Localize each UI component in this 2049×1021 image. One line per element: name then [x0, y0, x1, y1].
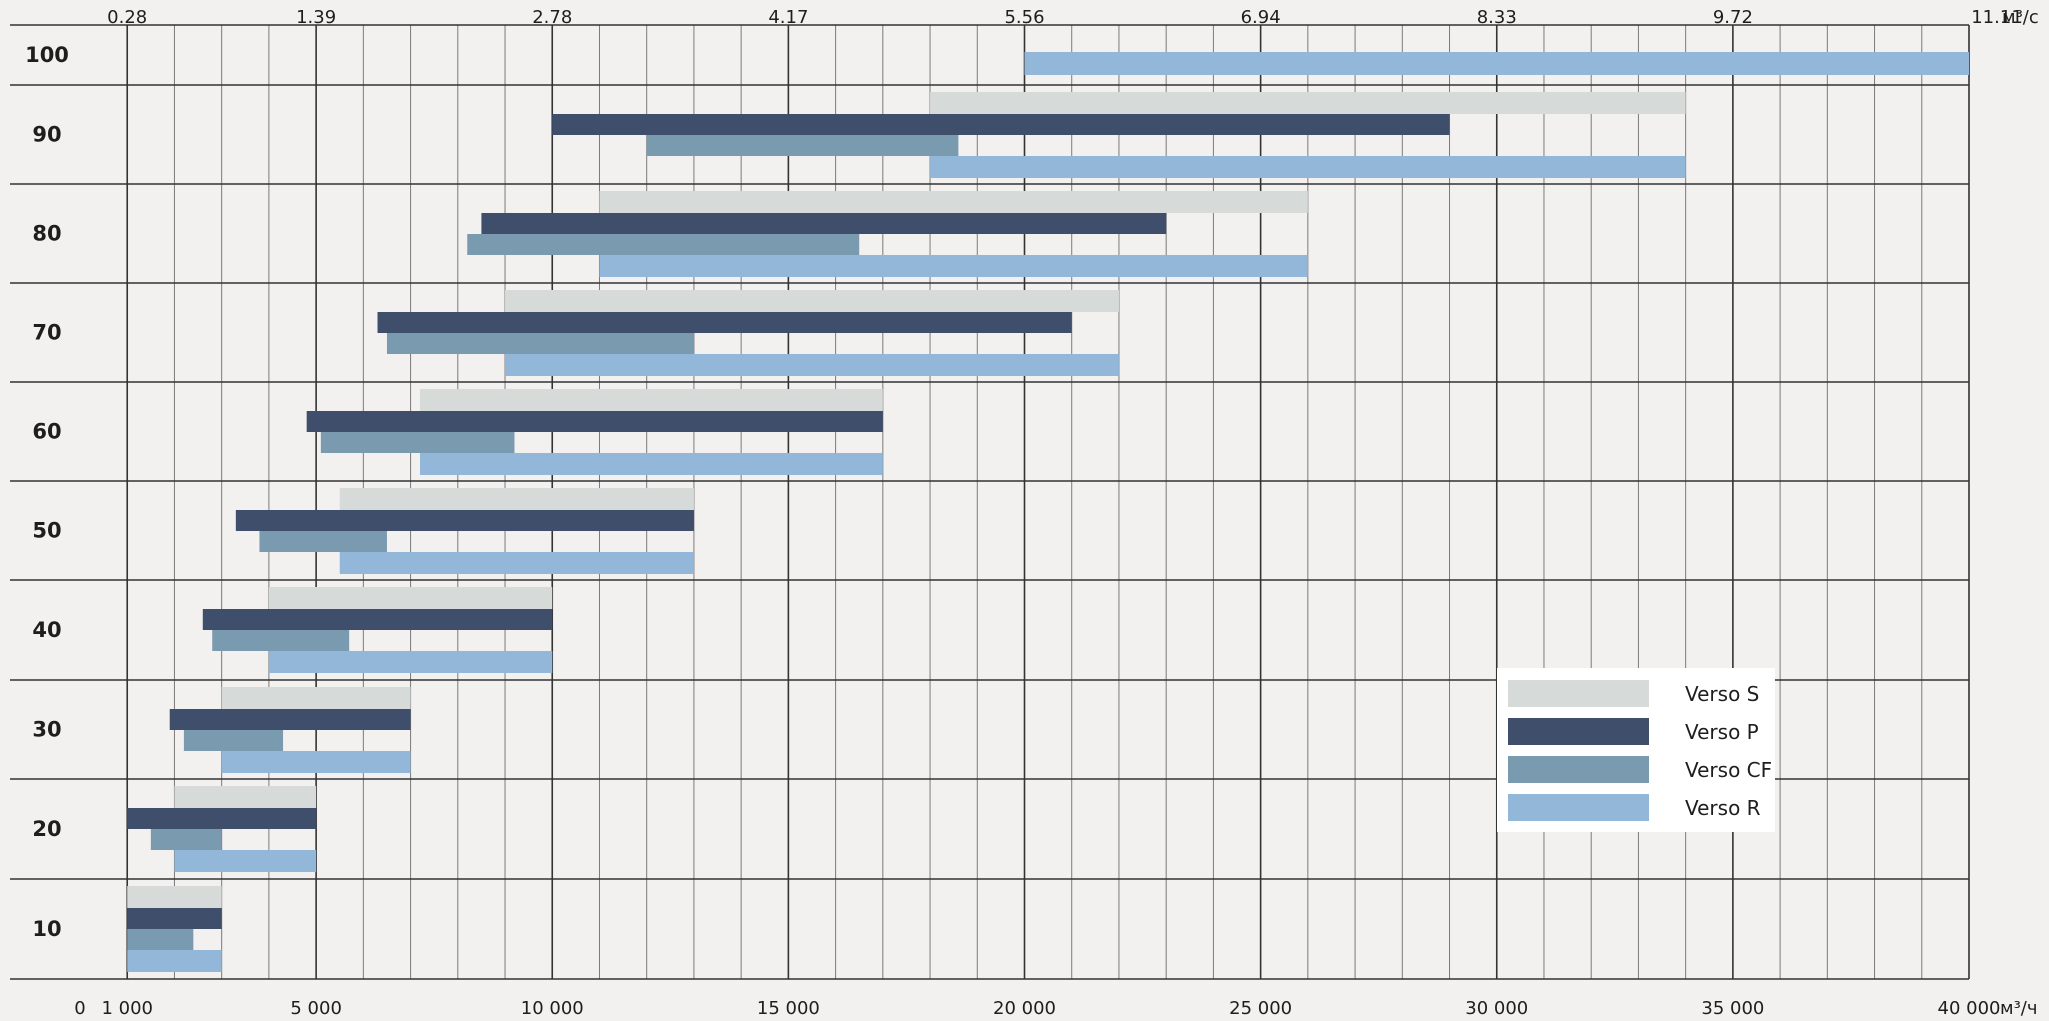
- bottom-axis-unit: м³/ч: [2000, 998, 2038, 1019]
- bar-verso-s-40: [268, 587, 553, 609]
- top-tick-label: 0.28: [107, 7, 147, 28]
- bar-verso-cf-40: [212, 630, 350, 651]
- bar-verso-p-90: [552, 114, 1450, 135]
- bar-verso-s-20: [174, 786, 317, 808]
- row-label-50: 50: [32, 519, 61, 543]
- legend-swatch: [1508, 794, 1649, 821]
- bottom-tick-label: 25 000: [1229, 998, 1292, 1019]
- bottom-tick-label: 30 000: [1465, 998, 1528, 1019]
- top-tick-label: 11.11: [1971, 7, 2023, 28]
- row-label-70: 70: [32, 321, 61, 345]
- bar-verso-r-80: [599, 255, 1308, 277]
- bar-verso-r-70: [505, 354, 1119, 376]
- bar-verso-r-10: [127, 950, 222, 972]
- top-tick-label: 2.78: [532, 7, 572, 28]
- row-label-30: 30: [32, 718, 61, 742]
- legend-swatch: [1508, 718, 1649, 745]
- bar-verso-s-60: [420, 389, 883, 411]
- bar-verso-cf-90: [646, 135, 959, 156]
- row-label-90: 90: [32, 123, 61, 147]
- bar-verso-r-20: [174, 850, 317, 872]
- bottom-tick-label: 0: [74, 998, 85, 1019]
- row-label-100: 100: [25, 43, 69, 67]
- bar-verso-r-100: [1024, 52, 1969, 75]
- legend-swatch: [1508, 756, 1649, 783]
- bottom-tick-label: 20 000: [993, 998, 1056, 1019]
- top-tick-label: 8.33: [1477, 7, 1517, 28]
- bar-verso-p-70: [377, 312, 1072, 333]
- bottom-tick-label: 1 000: [101, 998, 153, 1019]
- legend-label: Verso R: [1685, 796, 1761, 820]
- bar-verso-cf-20: [150, 829, 222, 850]
- bar-verso-r-60: [420, 453, 883, 475]
- bottom-axis: 0 1 000 5 000 10 000 15 000 20 000 25 000 30 00…: [74, 998, 2037, 1019]
- top-axis: 0.28 1.39 2.78 4.17 5.56 6.94 8.33 9.72 11.11м³/…: [107, 7, 2039, 28]
- bar-verso-r-40: [268, 651, 553, 673]
- row-label-20: 20: [32, 817, 61, 841]
- bottom-tick-label: 35 000: [1701, 998, 1764, 1019]
- bar-verso-s-50: [339, 488, 694, 510]
- top-tick-label: 4.17: [768, 7, 808, 28]
- top-axis-unit: м³/с: [2002, 7, 2039, 28]
- legend-label: Verso P: [1685, 720, 1759, 744]
- bars: [127, 52, 1969, 972]
- bottom-tick-label: 5 000: [290, 998, 342, 1019]
- bar-verso-r-30: [221, 751, 411, 773]
- legend: Verso S Verso P Verso CF Verso R: [1497, 668, 1775, 832]
- top-tick-label: 6.94: [1241, 7, 1281, 28]
- bar-verso-cf-10: [127, 929, 194, 950]
- bar-verso-s-30: [221, 687, 411, 709]
- row-labels: 100 90 80 70 60 50 40 30 20 10: [25, 43, 69, 941]
- bar-verso-p-10: [127, 908, 222, 929]
- bar-verso-cf-60: [320, 432, 515, 453]
- top-tick-label: 9.72: [1713, 7, 1753, 28]
- bar-verso-p-60: [306, 411, 883, 432]
- top-tick-label: 5.56: [1004, 7, 1044, 28]
- row-label-40: 40: [32, 618, 61, 642]
- bottom-tick-label: 15 000: [757, 998, 820, 1019]
- bottom-tick-label: 10 000: [521, 998, 584, 1019]
- bar-verso-r-50: [339, 552, 694, 574]
- bar-verso-p-30: [169, 709, 411, 730]
- bar-verso-s-90: [930, 92, 1686, 114]
- legend-swatch: [1508, 680, 1649, 707]
- legend-label: Verso S: [1685, 682, 1759, 706]
- bar-verso-p-50: [235, 510, 694, 531]
- bar-verso-p-80: [481, 213, 1167, 234]
- row-label-60: 60: [32, 420, 61, 444]
- bar-verso-cf-70: [386, 333, 694, 354]
- bottom-tick-label: 40 000: [1938, 998, 2001, 1019]
- top-tick-label: 1.39: [296, 7, 336, 28]
- row-label-10: 10: [32, 917, 61, 941]
- bar-verso-s-80: [599, 191, 1308, 213]
- legend-label: Verso CF: [1685, 758, 1772, 782]
- bar-verso-p-20: [127, 808, 317, 829]
- bar-verso-s-10: [127, 886, 222, 908]
- bar-verso-p-40: [202, 609, 553, 630]
- bar-verso-r-90: [930, 156, 1686, 178]
- bar-verso-cf-30: [183, 730, 284, 751]
- bar-verso-cf-80: [467, 234, 860, 255]
- row-label-80: 80: [32, 222, 61, 246]
- bar-verso-s-70: [505, 290, 1119, 312]
- bar-verso-cf-50: [259, 531, 387, 552]
